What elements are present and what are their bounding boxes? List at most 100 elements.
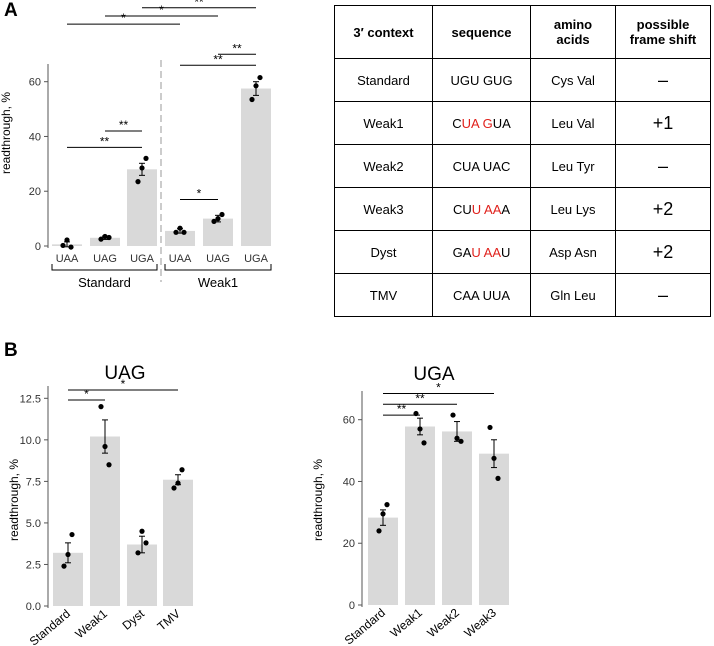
- cell-sequence: CUA GUA: [432, 101, 531, 145]
- bar: [479, 453, 509, 605]
- sequence-part: CUA UAC: [452, 158, 511, 174]
- significance-label: *: [121, 11, 126, 25]
- table-header-row: 3′ context sequence amino acids possible f…: [334, 5, 711, 59]
- y-tick-label: 60: [29, 77, 41, 89]
- y-tick-label: 40: [29, 131, 41, 143]
- bar: [90, 436, 120, 606]
- table-row: Dyst GAU AAU Asp Asn +2: [334, 230, 711, 274]
- y-tick-label: 7.5: [26, 476, 41, 488]
- header-shift-l2: frame shift: [629, 32, 697, 47]
- cell-context: Weak1: [334, 101, 433, 145]
- data-point: [135, 550, 141, 556]
- y-tick-label: 0: [35, 241, 41, 253]
- data-point: [177, 225, 183, 231]
- x-tick-label: UGA: [130, 253, 155, 265]
- table-row: Standard UGU GUG Cys Val –: [334, 58, 711, 102]
- y-tick-label: 5.0: [26, 518, 41, 530]
- sequence-part: CU: [452, 201, 472, 217]
- cell-sequence: UGU GUG: [432, 58, 531, 102]
- cell-context: Weak3: [334, 187, 433, 231]
- data-point: [139, 528, 145, 534]
- cell-frame-shift: +1: [615, 101, 711, 145]
- cell-amino-acids: Cys Val: [530, 58, 616, 102]
- data-point: [102, 233, 108, 240]
- x-tick-label: Weak1: [387, 605, 425, 640]
- bar: [405, 426, 435, 605]
- cell-amino-acids: Asp Asn: [530, 230, 616, 274]
- x-tick-label: Weak3: [461, 605, 499, 640]
- x-tick-label: Weak1: [72, 606, 110, 641]
- y-axis-label: readthrough, %: [0, 92, 13, 174]
- cell-context: TMV: [334, 273, 433, 317]
- cell-frame-shift: +2: [615, 187, 711, 231]
- table-row: Weak1 CUA GUA Leu Val +1: [334, 101, 711, 145]
- cell-sequence: CUU AAA: [432, 187, 531, 231]
- sequence-part: U: [501, 244, 511, 260]
- panel-label-b: B: [4, 340, 18, 361]
- data-point: [106, 462, 112, 468]
- bar: [368, 517, 398, 605]
- group-bracket: [164, 264, 272, 271]
- significance-label: **: [119, 118, 129, 132]
- x-tick-label: UGA: [244, 253, 269, 265]
- data-point: [60, 242, 66, 249]
- significance-label: **: [415, 391, 425, 405]
- cell-amino-acids: Leu Tyr: [530, 144, 616, 188]
- bar: [241, 88, 271, 247]
- data-point: [376, 528, 382, 534]
- group-label: Weak1: [198, 275, 238, 290]
- sequence-part: UGU GUG: [450, 72, 513, 88]
- data-point: [143, 540, 149, 546]
- cell-context: Weak2: [334, 144, 433, 188]
- header-sequence: sequence: [432, 5, 531, 59]
- header-context-l1: 3′ context: [353, 24, 414, 40]
- data-point: [417, 426, 423, 432]
- table-row: Weak2 CUA UAC Leu Tyr –: [334, 144, 711, 188]
- header-sequence-l1: sequence: [451, 24, 512, 40]
- data-point: [384, 502, 390, 508]
- x-tick-label: TMV: [155, 607, 183, 634]
- data-point: [219, 211, 225, 218]
- significance-label: *: [121, 377, 126, 391]
- bar: [127, 169, 157, 246]
- context-table: 3′ context sequence amino acids possible f…: [334, 5, 711, 317]
- cell-frame-shift: –: [615, 273, 711, 317]
- significance-label: **: [213, 52, 223, 66]
- data-point: [102, 443, 108, 450]
- header-context: 3′ context: [334, 5, 433, 59]
- header-amino-l1: amino: [553, 17, 593, 32]
- data-point: [61, 563, 67, 569]
- sequence-part: C: [452, 115, 462, 131]
- x-tick-label: UAG: [93, 253, 117, 265]
- data-point: [450, 412, 456, 418]
- significance-label: **: [232, 41, 242, 55]
- bar: [127, 544, 157, 606]
- bar: [203, 218, 233, 246]
- table-row: Weak3 CUU AAA Leu Lys +2: [334, 187, 711, 231]
- sequence-part: GA: [452, 244, 472, 260]
- x-tick-label: Weak2: [424, 605, 462, 640]
- data-point: [106, 234, 112, 241]
- significance-label: *: [436, 380, 441, 394]
- data-point: [211, 218, 217, 224]
- cell-frame-shift: –: [615, 58, 711, 102]
- sequence-part: A: [501, 201, 511, 217]
- data-point: [64, 237, 70, 243]
- data-point: [65, 551, 71, 558]
- bar: [165, 230, 195, 246]
- significance-label: **: [397, 402, 407, 416]
- data-point: [257, 74, 263, 81]
- sequence-stop-codon: U AA: [471, 201, 502, 217]
- header-amino-acids: amino acids: [530, 5, 616, 59]
- data-point: [69, 531, 75, 538]
- x-tick-label: UAA: [56, 253, 79, 265]
- cell-context: Dyst: [334, 230, 433, 274]
- header-frame-shift: possible frame shift: [615, 5, 711, 59]
- table-row: TMV CAA UUA Gln Leu –: [334, 273, 711, 317]
- sequence-stop-codon: U AA: [471, 244, 502, 260]
- y-tick-label: 20: [343, 538, 355, 550]
- data-point: [249, 96, 255, 103]
- significance-label: *: [159, 3, 164, 17]
